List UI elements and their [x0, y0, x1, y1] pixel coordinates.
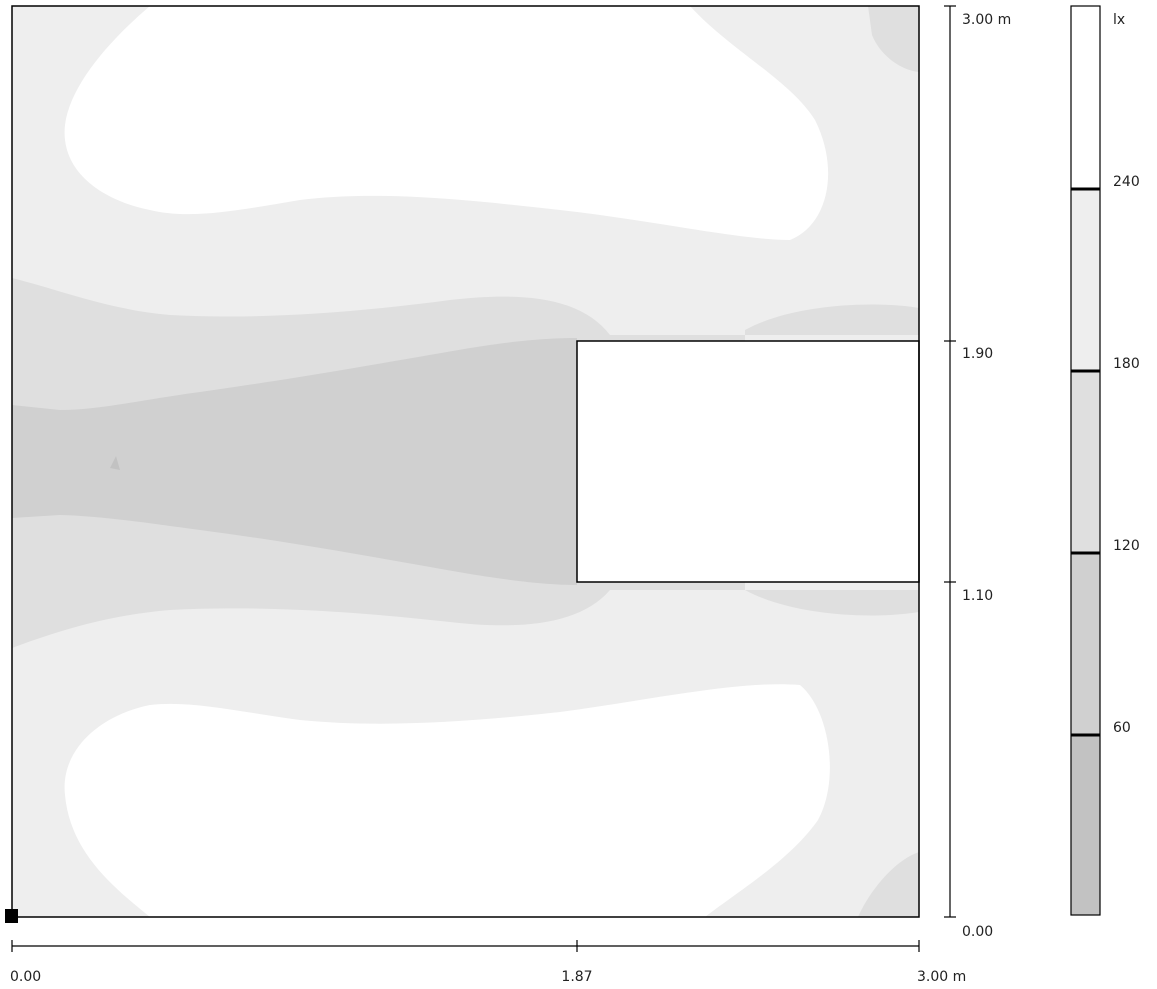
legend-unit-label: lx: [1113, 12, 1125, 28]
y-tick-label-0: 0.00: [962, 924, 993, 940]
x-tick-label-0: 0.00: [10, 969, 41, 985]
contour-band-240-plus-bottom: [64, 684, 830, 917]
contour-band-180-240-corner-tr: [868, 6, 919, 72]
y-tick-label-2: 1.90: [962, 346, 993, 362]
legend-level-label-180: 180: [1113, 356, 1140, 372]
plan-border: [11, 5, 920, 918]
legend-border: [1070, 5, 1101, 916]
legend-level-label-60: 60: [1113, 720, 1131, 736]
contour-plot-area: [5, 5, 920, 923]
legend-band-240-plus: [1071, 6, 1100, 189]
legend-level-label-120: 120: [1113, 538, 1140, 554]
contour-band-240-plus-top: [64, 6, 829, 240]
y-tick-label-1: 1.10: [962, 588, 993, 604]
legend-band-120-180: [1071, 371, 1100, 553]
legend-band-0-60: [1071, 735, 1100, 915]
contour-band-0-60-spot: [110, 456, 120, 470]
contour-band-180-240-corner-br: [858, 852, 919, 917]
obstacle-rectangle: [576, 340, 920, 583]
x-axis: 0.00 1.87 3.00 m: [10, 940, 966, 985]
legend-scale: lx 240 180 120 60: [1070, 5, 1140, 916]
contour-band-60-120: [12, 338, 577, 585]
y-axis: 3.00 m 1.90 1.10 0.00: [944, 5, 1011, 940]
x-tick-label-2: 3.00 m: [917, 969, 966, 985]
square-marker-icon: [5, 909, 18, 923]
y-tick-label-3: 3.00 m: [962, 12, 1011, 28]
legend-level-label-240: 240: [1113, 174, 1140, 190]
legend-band-60-120: [1071, 553, 1100, 735]
legend-band-180-240: [1071, 189, 1100, 371]
x-tick-label-1: 1.87: [561, 969, 592, 985]
